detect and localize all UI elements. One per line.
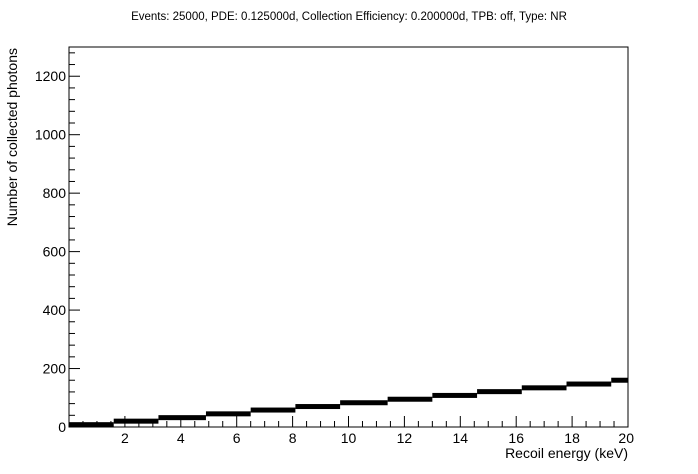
x-tick-label: 8: [289, 430, 297, 446]
y-tick-label: 1000: [35, 127, 66, 143]
data-point-band: [432, 392, 478, 398]
x-tick-label: 10: [341, 430, 357, 446]
data-point-band: [521, 385, 567, 391]
y-tick-label: 800: [43, 185, 67, 201]
y-tick-label: 200: [43, 361, 67, 377]
data-point-band: [611, 377, 628, 383]
x-axis-ticks: 2 4 6 8 10 12 14 16 18 20: [68, 416, 634, 446]
data-point-band: [295, 404, 341, 410]
data-point-band: [113, 418, 159, 424]
y-axis-ticks: 0 200 400 600 800 1000 1200: [35, 52, 80, 435]
plot-frame: [68, 46, 629, 428]
y-tick-label: 400: [43, 302, 67, 318]
y-tick-label: 600: [43, 244, 67, 260]
x-tick-label: 6: [233, 430, 241, 446]
data-point-band: [205, 411, 251, 417]
x-tick-label: 20: [618, 430, 634, 446]
x-tick-label: 18: [564, 430, 580, 446]
data-point-band: [566, 381, 612, 387]
data-point-band: [340, 400, 388, 406]
y-tick-label: 1200: [35, 68, 66, 84]
x-axis-label: Recoil energy (keV): [505, 445, 628, 461]
chart-title: Events: 25000, PDE: 0.125000d, Collectio…: [131, 11, 567, 23]
data-point-band: [69, 422, 114, 428]
data-point-band: [477, 389, 522, 395]
y-axis-label: Number of collected photons: [4, 48, 20, 226]
x-tick-label: 2: [121, 430, 129, 446]
data-point-band: [387, 396, 433, 402]
data-point-band: [158, 415, 206, 421]
x-tick-label: 14: [453, 430, 469, 446]
x-tick-label: 4: [177, 430, 185, 446]
data-points: [69, 377, 628, 428]
y-tick-label: 0: [58, 419, 66, 435]
data-point-band: [250, 407, 296, 413]
x-tick-label: 16: [508, 430, 524, 446]
x-tick-label: 12: [397, 430, 413, 446]
